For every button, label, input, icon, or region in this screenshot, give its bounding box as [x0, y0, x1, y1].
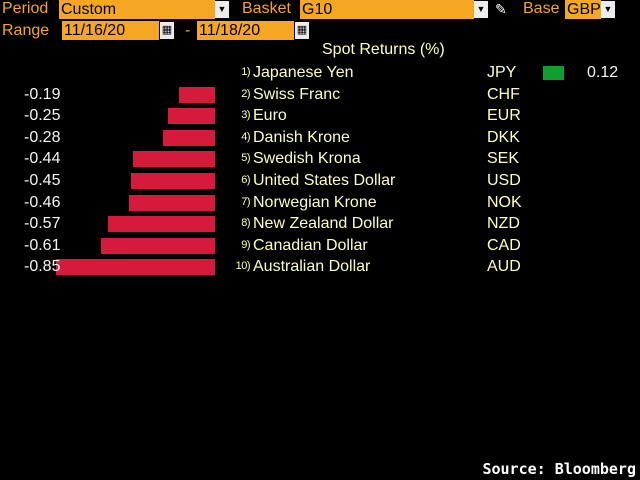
range-start-input[interactable]: 11/16/20	[62, 21, 159, 40]
bar-sek	[132, 151, 215, 168]
rank-number: 9)	[241, 238, 250, 251]
rank-number: 7)	[241, 195, 250, 208]
table-row[interactable]: 0.12 1) Japanese Yen JPY	[0, 62, 640, 84]
table-row[interactable]: -0.28 4) Danish Krone DKK	[0, 127, 640, 149]
table-row[interactable]: -0.45 6) United States Dollar USD	[0, 170, 640, 192]
currency-name[interactable]: Danish Krone	[253, 128, 350, 146]
currency-name[interactable]: Norwegian Krone	[253, 193, 377, 211]
bar-nzd	[108, 216, 215, 233]
currency-name[interactable]: Swiss Franc	[253, 85, 341, 103]
currency-code: NOK	[487, 193, 522, 211]
currency-code: EUR	[487, 107, 521, 125]
data-label: -0.57	[24, 215, 61, 233]
rank-number: 2)	[241, 87, 250, 100]
bar-nok	[128, 194, 215, 211]
rank-number: 10)	[235, 260, 251, 273]
table-row[interactable]: -0.61 9) Canadian Dollar CAD	[0, 235, 640, 257]
bar-aud	[56, 259, 215, 276]
currency-name[interactable]: Canadian Dollar	[253, 236, 368, 254]
bar-usd	[130, 173, 215, 189]
currency-name[interactable]: Swedish Krona	[253, 150, 361, 168]
currency-code: DKK	[487, 128, 520, 146]
data-label: -0.45	[24, 172, 61, 189]
rank-number: 3)	[241, 109, 250, 122]
currency-name[interactable]: New Zealand Dollar	[253, 215, 394, 233]
table-row[interactable]: -0.19 2) Swiss Franc CHF	[0, 84, 640, 106]
rank-number: 6)	[241, 174, 250, 186]
rank-number: 4)	[241, 130, 250, 143]
period-label: Period	[2, 0, 49, 17]
currency-name[interactable]: United States Dollar	[253, 172, 396, 189]
rank-number: 8)	[241, 217, 250, 230]
bar-jpy	[543, 66, 564, 80]
basket-label: Basket	[242, 0, 291, 17]
rank-number: 5)	[241, 152, 250, 165]
basket-dropdown[interactable]: G10	[300, 0, 474, 19]
source-credit: Source: Bloomberg	[482, 460, 636, 478]
range-end-input[interactable]: 11/18/20	[197, 21, 294, 40]
data-label: -0.44	[24, 150, 61, 168]
pencil-icon[interactable]: ✎	[495, 1, 507, 17]
data-label: -0.25	[24, 107, 61, 125]
currency-code: NZD	[487, 215, 520, 233]
currency-name[interactable]: Euro	[253, 107, 287, 125]
table-row[interactable]: -0.57 8) New Zealand Dollar NZD	[0, 213, 640, 235]
data-label: -0.46	[24, 193, 61, 211]
data-label: -0.61	[24, 236, 61, 254]
table-row[interactable]: -0.46 7) Norwegian Krone NOK	[0, 192, 640, 214]
bar-cad	[100, 237, 215, 254]
table-row[interactable]: -0.85 10) Australian Dollar AUD	[0, 256, 640, 278]
bar-eur	[168, 108, 215, 125]
bar-dkk	[162, 129, 215, 146]
table-row[interactable]: -0.25 3) Euro EUR	[0, 105, 640, 127]
range-label: Range	[2, 22, 50, 39]
data-label: 0.12	[587, 64, 619, 81]
data-label: -0.85	[24, 258, 61, 276]
base-label: Base	[523, 0, 560, 17]
currency-code: JPY	[487, 64, 517, 81]
chevron-down-icon[interactable]: ▼	[215, 1, 229, 18]
currency-code: SEK	[487, 150, 520, 168]
base-dropdown[interactable]: GBP	[565, 0, 601, 19]
currency-code: CHF	[487, 85, 520, 103]
currency-name[interactable]: Japanese Yen	[253, 64, 354, 81]
chevron-down-icon[interactable]: ▼	[474, 1, 488, 18]
calendar-icon[interactable]: ▦	[295, 22, 309, 39]
range-separator: -	[185, 22, 191, 39]
currency-code: AUD	[487, 258, 521, 276]
rank-number: 1)	[241, 66, 250, 78]
currency-name[interactable]: Australian Dollar	[253, 258, 371, 276]
period-dropdown[interactable]: Custom	[59, 0, 215, 19]
calendar-icon[interactable]: ▦	[160, 22, 174, 39]
bar-chf	[179, 86, 215, 103]
data-label: -0.28	[24, 128, 61, 146]
chart-title: Spot Returns (%)	[322, 41, 445, 58]
data-label: -0.19	[24, 85, 61, 103]
currency-code: USD	[487, 172, 521, 189]
table-row[interactable]: -0.44 5) Swedish Krona SEK	[0, 148, 640, 170]
currency-code: CAD	[487, 236, 521, 254]
chevron-down-icon[interactable]: ▼	[601, 1, 615, 18]
